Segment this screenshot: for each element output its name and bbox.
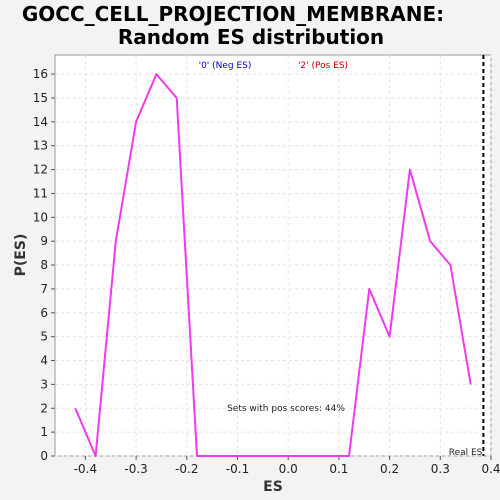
- y-tick-label: 2: [40, 401, 48, 415]
- legend-entry-pos: '2' (Pos ES): [298, 61, 348, 71]
- y-tick-label: 0: [40, 449, 48, 463]
- pos-scores-annotation: Sets with pos scores: 44%: [227, 404, 345, 414]
- x-tick-label: -0.4: [74, 462, 97, 476]
- x-tick-label: -0.2: [175, 462, 198, 476]
- y-tick-label: 6: [40, 306, 48, 320]
- y-tick-label: 16: [33, 67, 48, 81]
- chart-title-line-2: Random ES distribution: [118, 25, 384, 49]
- x-tick-label: 0.1: [329, 462, 348, 476]
- y-tick-label: 1: [40, 425, 48, 439]
- chart-title-line-1: GOCC_CELL_PROJECTION_MEMBRANE:: [22, 2, 444, 26]
- x-tick-label: 0.3: [431, 462, 450, 476]
- series-line: [74, 73, 472, 457]
- x-tick-label: 0.0: [279, 462, 298, 476]
- x-tick-label: -0.3: [124, 462, 147, 476]
- y-tick-label: 14: [33, 115, 48, 129]
- real-es-label: Real ES: [449, 448, 483, 458]
- series-layer: [74, 73, 472, 457]
- legend-entry-neg: '0' (Neg ES): [199, 61, 252, 71]
- x-tick-label: 0.2: [380, 462, 399, 476]
- y-tick-label: 3: [40, 377, 48, 391]
- x-axis-label: ES: [263, 479, 283, 495]
- y-tick-label: 13: [33, 139, 48, 153]
- y-tick-label: 8: [40, 258, 48, 272]
- grid: [55, 55, 492, 457]
- y-tick-label: 5: [40, 330, 48, 344]
- plot-area: [54, 54, 492, 457]
- x-tick-label: -0.1: [226, 462, 249, 476]
- y-tick-label: 15: [33, 91, 48, 105]
- y-axis-label: P(ES): [13, 234, 29, 277]
- y-tick-label: 12: [33, 163, 48, 177]
- y-tick-label: 10: [33, 210, 48, 224]
- y-tick-label: 7: [40, 282, 48, 296]
- x-tick-label: 0.4: [481, 462, 500, 476]
- y-tick-label: 9: [40, 234, 48, 248]
- y-tick-label: 4: [40, 354, 48, 368]
- y-tick-label: 11: [33, 186, 48, 200]
